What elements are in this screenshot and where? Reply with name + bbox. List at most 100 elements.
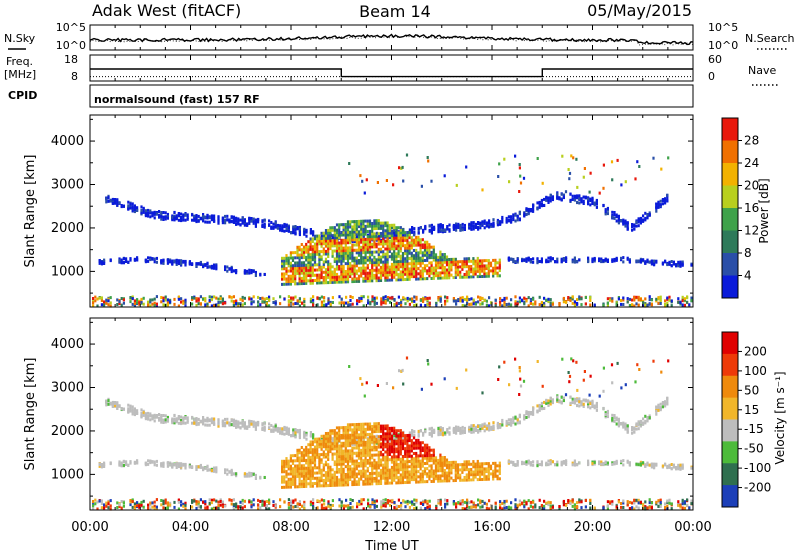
- power-cell: [322, 250, 325, 253]
- velocity-cell: [562, 503, 565, 507]
- power-cell: [450, 273, 453, 277]
- power-cell: [160, 260, 163, 264]
- power-cell: [514, 154, 517, 158]
- power-cell: [382, 221, 385, 225]
- power-cell: [283, 272, 286, 276]
- velocity-cell: [329, 503, 332, 507]
- power-cell: [342, 303, 345, 307]
- velocity-cell: [459, 431, 462, 435]
- power-cell: [683, 303, 686, 307]
- velocity-cell: [455, 431, 458, 435]
- velocity-cell: [466, 501, 469, 505]
- power-cell: [371, 258, 374, 262]
- velocity-cell: [549, 504, 552, 508]
- velocity-cell: [160, 418, 163, 422]
- power-cell: [323, 303, 326, 307]
- power-cell: [300, 282, 303, 286]
- velocity-cell: [560, 395, 563, 399]
- velocity-cell: [147, 415, 150, 418]
- velocity-cell: [536, 404, 539, 408]
- power-cell: [424, 297, 427, 301]
- power-cell: [360, 253, 363, 257]
- power-cell: [424, 304, 427, 307]
- power-cell: [142, 296, 145, 300]
- power-cell: [659, 199, 662, 203]
- power-cell: [166, 261, 169, 265]
- power-cell: [478, 272, 482, 276]
- power-cell: [624, 180, 627, 184]
- power-cell: [340, 267, 343, 271]
- noise-left-tick-top: 10^5: [56, 21, 86, 34]
- power-cell: [470, 275, 473, 279]
- power-cell: [412, 269, 416, 273]
- power-colorbar-swatch: [722, 230, 738, 254]
- velocity-cell: [298, 428, 301, 432]
- power-cell: [344, 270, 347, 273]
- power-cell: [467, 259, 471, 263]
- velocity-cell: [103, 465, 106, 468]
- power-cell: [421, 251, 424, 255]
- power-cell: [309, 263, 312, 267]
- velocity-cell: [312, 433, 315, 437]
- power-cell: [397, 260, 400, 263]
- power-cell: [636, 160, 639, 164]
- power-cell: [481, 259, 484, 263]
- power-cell: [518, 296, 521, 300]
- power-cell: [133, 204, 136, 208]
- velocity-cell: [153, 507, 156, 511]
- power-cell: [362, 279, 365, 283]
- power-cell: [401, 265, 405, 269]
- velocity-cell: [380, 500, 383, 504]
- power-cell: [285, 261, 288, 265]
- power-cell: [335, 252, 339, 256]
- velocity-cell: [463, 426, 466, 430]
- power-cell: [426, 264, 429, 268]
- power-cell: [362, 232, 365, 236]
- velocity-cell: [452, 502, 455, 506]
- power-cell: [182, 218, 185, 222]
- power-cell: [149, 256, 152, 260]
- power-cell: [496, 218, 499, 222]
- power-cell: [340, 301, 343, 305]
- velocity-cell: [120, 461, 123, 465]
- power-cell: [472, 272, 475, 276]
- power-cell: [525, 257, 528, 261]
- velocity-cell: [257, 503, 260, 507]
- power-cell: [318, 234, 321, 238]
- power-cell: [397, 231, 400, 235]
- power-cell: [173, 218, 176, 222]
- velocity-cell: [510, 460, 513, 464]
- velocity-cell: [232, 424, 235, 427]
- power-cell: [311, 266, 314, 269]
- power-cell: [452, 260, 455, 264]
- power-cell: [224, 221, 227, 225]
- power-cell: [395, 226, 398, 230]
- power-cell: [386, 244, 389, 248]
- velocity-cell: [512, 463, 515, 467]
- power-cell: [114, 198, 117, 202]
- power-cell: [478, 259, 482, 263]
- power-cell: [397, 273, 400, 277]
- power-cell: [210, 214, 213, 218]
- velocity-cell: [226, 472, 229, 476]
- power-cell: [208, 298, 211, 302]
- power-cell: [419, 264, 422, 268]
- power-cell: [169, 258, 172, 262]
- power-cell: [281, 267, 284, 271]
- power-cell: [593, 303, 596, 307]
- velocity-cell: [540, 407, 543, 411]
- power-cell: [384, 263, 387, 267]
- power-cell: [160, 215, 163, 219]
- power-cell: [366, 263, 369, 267]
- power-cell: [182, 299, 185, 303]
- velocity-cell: [516, 418, 519, 422]
- power-cell: [213, 295, 216, 299]
- power-cell: [472, 267, 475, 271]
- velocity-cell: [276, 426, 279, 430]
- velocity-cell: [446, 499, 449, 503]
- velocity-cell: [182, 416, 185, 420]
- power-cell: [406, 299, 409, 303]
- power-cell: [340, 244, 343, 248]
- power-cell: [433, 225, 436, 229]
- power-cell: [573, 196, 576, 200]
